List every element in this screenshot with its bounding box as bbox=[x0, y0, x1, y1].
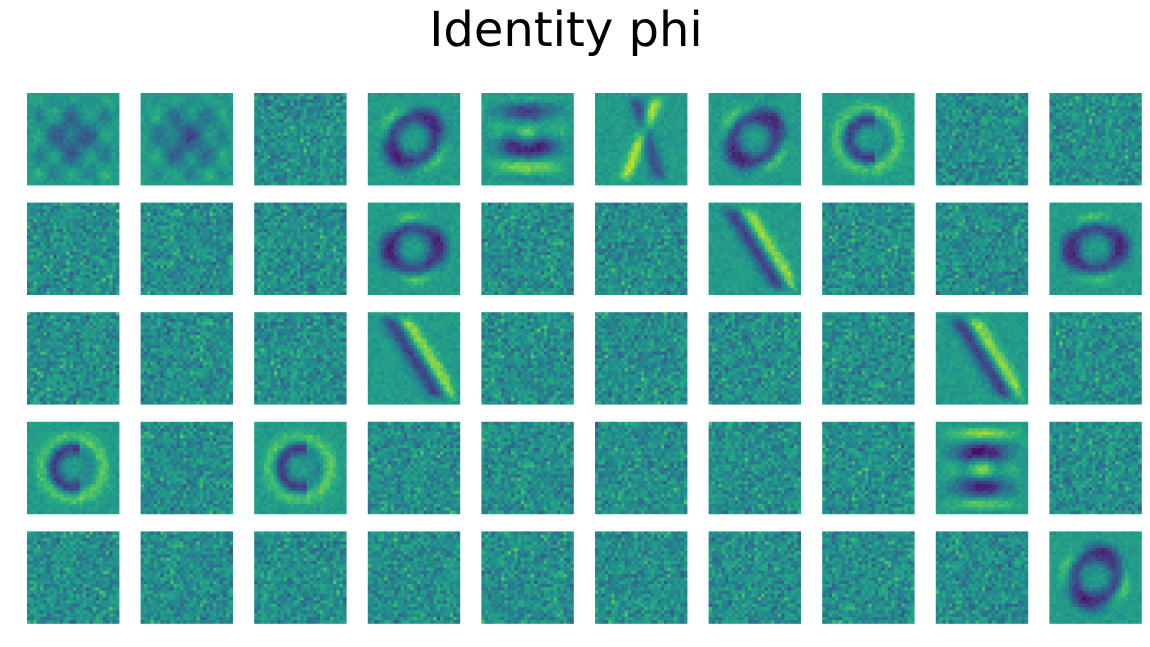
filter-cell-r2-c0 bbox=[27, 312, 119, 404]
filter-cell-r2-c3 bbox=[368, 312, 460, 404]
filter-cell-r0-c8 bbox=[936, 93, 1028, 185]
filter-cell-r2-c5 bbox=[595, 312, 687, 404]
filter-cell-r4-c5 bbox=[595, 531, 687, 623]
filter-cell-r4-c9 bbox=[1049, 531, 1141, 623]
filter-cell-r1-c4 bbox=[481, 203, 573, 295]
filter-cell-r0-c6 bbox=[709, 93, 801, 185]
filter-cell-r3-c8 bbox=[936, 422, 1028, 514]
filter-cell-r1-c2 bbox=[254, 203, 346, 295]
filter-cell-r4-c2 bbox=[254, 531, 346, 623]
filter-cell-r0-c0 bbox=[27, 93, 119, 185]
filter-cell-r3-c3 bbox=[368, 422, 460, 514]
filter-cell-r0-c9 bbox=[1049, 93, 1141, 185]
filter-cell-r3-c6 bbox=[709, 422, 801, 514]
filter-cell-r3-c1 bbox=[141, 422, 233, 514]
filter-cell-r1-c9 bbox=[1049, 203, 1141, 295]
filter-cell-r2-c2 bbox=[254, 312, 346, 404]
filter-cell-r3-c0 bbox=[27, 422, 119, 514]
filter-cell-r0-c5 bbox=[595, 93, 687, 185]
filter-cell-r1-c7 bbox=[822, 203, 914, 295]
filter-cell-r4-c6 bbox=[709, 531, 801, 623]
filter-cell-r4-c4 bbox=[481, 531, 573, 623]
filter-cell-r3-c2 bbox=[254, 422, 346, 514]
filter-cell-r1-c5 bbox=[595, 203, 687, 295]
filter-cell-r0-c3 bbox=[368, 93, 460, 185]
filter-cell-r0-c7 bbox=[822, 93, 914, 185]
filter-cell-r3-c7 bbox=[822, 422, 914, 514]
filter-cell-r3-c9 bbox=[1049, 422, 1141, 514]
filter-cell-r2-c8 bbox=[936, 312, 1028, 404]
filter-cell-r1-c1 bbox=[141, 203, 233, 295]
filter-cell-r0-c1 bbox=[141, 93, 233, 185]
filter-cell-r4-c3 bbox=[368, 531, 460, 623]
filter-cell-r2-c4 bbox=[481, 312, 573, 404]
filter-cell-r1-c3 bbox=[368, 203, 460, 295]
filter-cell-r4-c1 bbox=[141, 531, 233, 623]
filter-cell-r3-c5 bbox=[595, 422, 687, 514]
filter-cell-r0-c4 bbox=[481, 93, 573, 185]
filter-cell-r4-c7 bbox=[822, 531, 914, 623]
filter-cell-r4-c0 bbox=[27, 531, 119, 623]
filter-cell-r3-c4 bbox=[481, 422, 573, 514]
filter-cell-r2-c1 bbox=[141, 312, 233, 404]
filter-cell-r4-c8 bbox=[936, 531, 1028, 623]
filter-cell-r1-c0 bbox=[27, 203, 119, 295]
filter-cell-r1-c6 bbox=[709, 203, 801, 295]
filter-cell-r1-c8 bbox=[936, 203, 1028, 295]
filter-cell-r2-c7 bbox=[822, 312, 914, 404]
filter-cell-r2-c6 bbox=[709, 312, 801, 404]
filter-cell-r2-c9 bbox=[1049, 312, 1141, 404]
filter-cell-r0-c2 bbox=[254, 93, 346, 185]
